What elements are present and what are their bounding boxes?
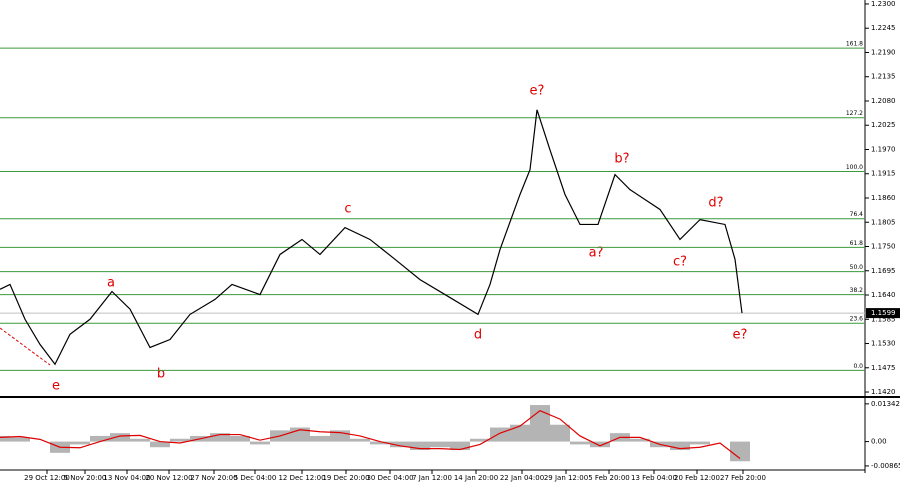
histogram-bar xyxy=(730,441,750,462)
histogram-bar xyxy=(430,441,450,448)
wave-label: e xyxy=(52,379,60,394)
histogram-bar xyxy=(150,441,170,448)
y-tick-label: 1.1695 xyxy=(871,267,896,275)
x-tick-label: 29 Oct 12:00 xyxy=(24,474,70,482)
trend-line xyxy=(0,327,51,366)
histogram-bar xyxy=(0,435,10,442)
x-tick-label: 13 Nov 04:00 xyxy=(103,474,150,482)
wave-label: b? xyxy=(614,152,629,167)
fib-label: 61.8 xyxy=(850,240,864,247)
histogram-bar xyxy=(310,435,330,442)
y-tick-label: 1.1860 xyxy=(871,194,896,202)
x-tick-label: 7 Jan 12:00 xyxy=(412,474,452,482)
wave-label: d xyxy=(474,328,482,343)
histogram-bar xyxy=(330,430,350,442)
histogram-bar xyxy=(170,438,190,442)
x-tick-label: 22 Jan 04:00 xyxy=(500,474,544,482)
fib-label: 23.6 xyxy=(850,316,864,323)
histogram-bar xyxy=(510,424,530,442)
y-tick-label: 1.1970 xyxy=(871,145,896,153)
x-tick-label: 5 Nov 20:00 xyxy=(64,474,107,482)
y-tick-label: 1.2190 xyxy=(871,48,896,56)
y-tick-label: 0.00 xyxy=(871,438,887,446)
histogram-bar xyxy=(210,433,230,442)
histogram-bar xyxy=(250,441,270,445)
fib-label: 100.0 xyxy=(846,164,863,171)
signal-line xyxy=(0,409,741,459)
price-line xyxy=(0,109,743,366)
y-tick-label: 1.2080 xyxy=(871,97,896,105)
histogram-bar xyxy=(630,438,650,442)
y-tick-label: 1.1640 xyxy=(871,291,896,299)
histogram-bar xyxy=(70,441,90,445)
histogram-bar xyxy=(450,441,470,451)
last-price-label: 1.1599 xyxy=(871,309,896,317)
x-tick-label: 5 Dec 04:00 xyxy=(234,474,277,482)
histogram-bar xyxy=(410,441,430,451)
x-tick-label: 19 Dec 20:00 xyxy=(322,474,369,482)
histogram-bar xyxy=(350,438,370,442)
fib-label: 38.2 xyxy=(850,287,864,294)
histogram-bar xyxy=(230,435,250,442)
y-tick-label: 1.1530 xyxy=(871,340,896,348)
x-tick-label: 13 Feb 04:00 xyxy=(631,474,677,482)
wave-label: c? xyxy=(673,255,687,270)
histogram-bar xyxy=(130,438,150,442)
histogram-bar xyxy=(470,438,490,442)
y-tick-label: 1.1915 xyxy=(871,170,896,178)
fib-label: 76.4 xyxy=(850,211,864,218)
y-tick-label: 1.1750 xyxy=(871,243,896,251)
wave-label: b xyxy=(157,367,165,382)
y-tick-label: 1.2025 xyxy=(871,121,896,129)
x-tick-label: 30 Dec 04:00 xyxy=(366,474,413,482)
histogram-bar xyxy=(690,441,710,445)
x-tick-label: 27 Nov 20:00 xyxy=(190,474,237,482)
histogram-bar xyxy=(570,441,590,445)
y-tick-label: 1.2135 xyxy=(871,73,896,81)
x-tick-label: 5 Feb 20:00 xyxy=(588,474,629,482)
x-tick-label: 20 Nov 12:00 xyxy=(145,474,192,482)
fib-label: 50.0 xyxy=(850,264,864,271)
x-tick-label: 12 Dec 12:00 xyxy=(278,474,325,482)
x-tick-label: 14 Jan 20:00 xyxy=(454,474,498,482)
y-tick-label: 1.2245 xyxy=(871,24,896,32)
histogram-bar xyxy=(590,441,610,448)
wave-label: e? xyxy=(733,328,748,343)
fib-label: 161.8 xyxy=(846,41,863,48)
y-tick-label: -0.00865 xyxy=(871,462,900,470)
y-tick-label: 1.1805 xyxy=(871,218,896,226)
histogram-bar xyxy=(490,427,510,442)
histogram-bar xyxy=(370,441,390,445)
fib-label: 127.2 xyxy=(846,110,863,117)
x-tick-label: 27 Feb 20:00 xyxy=(720,474,766,482)
y-tick-label: 1.1585 xyxy=(871,315,896,323)
histogram-bar xyxy=(10,437,30,442)
y-tick-label: 0.01342 xyxy=(871,400,900,408)
wave-label: a xyxy=(107,276,115,291)
last-price-box xyxy=(866,308,900,319)
histogram-bar xyxy=(90,435,110,442)
fib-label: 0.0 xyxy=(853,363,863,370)
y-tick-label: 1.1475 xyxy=(871,364,896,372)
x-tick-label: 20 Feb 12:00 xyxy=(674,474,720,482)
x-tick-label: 29 Jan 12:00 xyxy=(544,474,588,482)
histogram-bar xyxy=(550,424,570,442)
histogram-bar xyxy=(110,433,130,442)
histogram-bar xyxy=(390,441,410,448)
wave-label: d? xyxy=(708,196,723,211)
wave-label: a? xyxy=(589,246,604,261)
histogram-bar xyxy=(670,441,690,451)
y-tick-label: 1.2300 xyxy=(871,0,896,8)
wave-label: e? xyxy=(530,84,545,99)
y-tick-label: 1.1420 xyxy=(871,388,896,396)
wave-label: c xyxy=(344,202,351,217)
